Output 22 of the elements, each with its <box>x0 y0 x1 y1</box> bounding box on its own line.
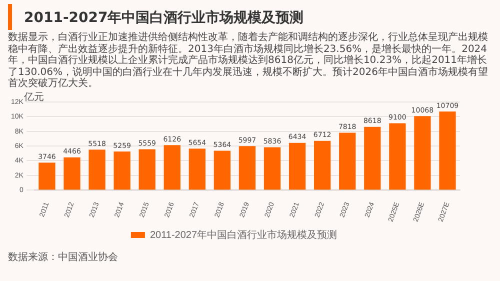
y-axis-title: 亿元 <box>24 90 44 104</box>
bar <box>389 122 406 190</box>
source-note: 数据来源：中国酒业协会 <box>7 250 119 264</box>
bar <box>38 162 56 190</box>
bar <box>138 148 156 190</box>
bar <box>64 156 80 190</box>
bar <box>364 126 381 190</box>
bar <box>288 142 306 190</box>
bar <box>214 150 231 190</box>
chart-subtitle: 数据显示，白酒行业正加速推进供给侧结构性改革，随着去产能和调结构的逐步深化，行业总体呈现产出规模稳中有降、产出效益逐步提升的新特征。2013年白酒市场规模同比增长23.56%，是增长最快的一年。2024年，中国白酒行业规模以上企业累计完成产品市场规模达到8618亿元，同比增长10.23%，比起2011年增长了130.06%，说明中国的白酒行业在十几年内发展迅速，规模不断扩大。预计2026年中国白酒市场规模有望首次突破万亿大关。 <box>7 30 489 90</box>
bar <box>114 150 130 190</box>
chart-title: 2011-2027年中国白酒行业市场规模及预测 <box>8 4 500 30</box>
legend-label: 2011-2027年中国白酒行业市场规模及预测 <box>150 228 338 240</box>
bar <box>164 144 180 190</box>
bar <box>314 140 331 190</box>
bar <box>238 146 256 190</box>
bar <box>339 132 356 190</box>
bar <box>188 148 206 190</box>
bar <box>414 116 431 190</box>
bar <box>264 146 281 190</box>
bar <box>88 149 106 190</box>
bar <box>439 110 456 190</box>
